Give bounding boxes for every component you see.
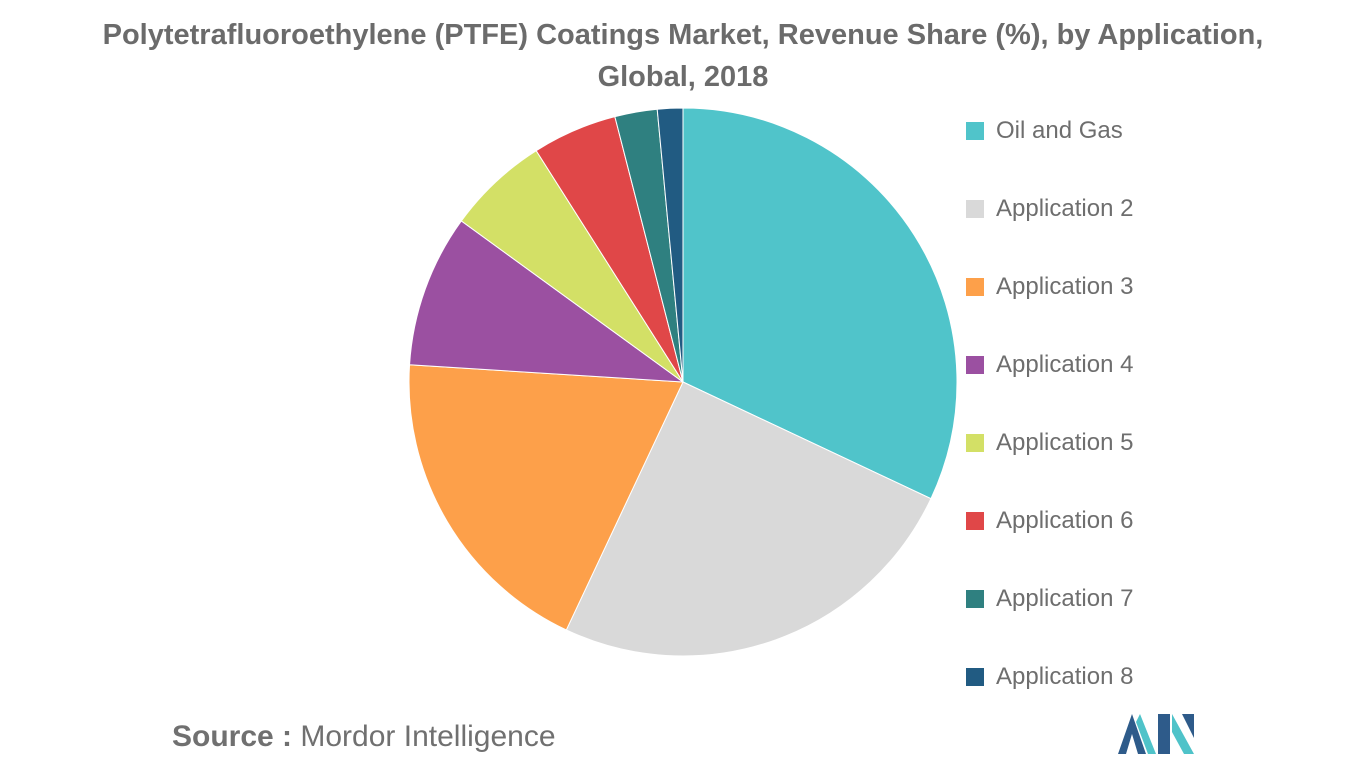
legend-label: Application 3 [996, 273, 1134, 300]
legend-label: Application 7 [996, 585, 1134, 612]
legend-item-application-7: Application 7 [966, 560, 1266, 638]
source-label: Source : [172, 720, 293, 753]
pie-slice-application-2 [565, 381, 932, 657]
legend-item-application-3: Application 3 [966, 248, 1266, 326]
legend-swatch [966, 122, 984, 140]
chart-title: Polytetrafluoroethylene (PTFE) Coatings … [0, 14, 1366, 98]
legend-label: Oil and Gas [996, 117, 1123, 144]
legend-item-application-4: Application 4 [966, 326, 1266, 404]
legend-item-application-5: Application 5 [966, 404, 1266, 482]
pie-slice-application-8 [656, 107, 684, 383]
legend-item-application-6: Application 6 [966, 482, 1266, 560]
legend-label: Application 6 [996, 507, 1134, 534]
pie-slice-application-3 [408, 364, 684, 631]
legend-label: Application 5 [996, 429, 1134, 456]
pie-slice-oil-and-gas [682, 107, 958, 500]
legend-swatch [966, 590, 984, 608]
legend-swatch [966, 200, 984, 218]
legend-label: Application 2 [996, 195, 1134, 222]
legend-label: Application 4 [996, 351, 1134, 378]
chart-title-line-2: Global, 2018 [597, 61, 769, 93]
legend-swatch [966, 512, 984, 530]
pie-slice-application-4 [409, 220, 685, 383]
legend-swatch [966, 356, 984, 374]
legend-item-application-8: Application 8 [966, 638, 1266, 716]
source-text: Mordor Intelligence [300, 720, 556, 753]
legend-swatch [966, 668, 984, 686]
source-note: Source : Mordor Intelligence [172, 720, 556, 754]
legend-item-oil-and-gas: Oil and Gas [966, 92, 1266, 170]
mordor-intelligence-logo-icon [1118, 714, 1194, 754]
chart-legend: Oil and Gas Application 2 Application 3 … [966, 92, 1266, 716]
legend-swatch [966, 278, 984, 296]
legend-item-application-2: Application 2 [966, 170, 1266, 248]
legend-swatch [966, 434, 984, 452]
chart-title-line-1: Polytetrafluoroethylene (PTFE) Coatings … [102, 19, 1264, 51]
legend-label: Application 8 [996, 663, 1134, 690]
